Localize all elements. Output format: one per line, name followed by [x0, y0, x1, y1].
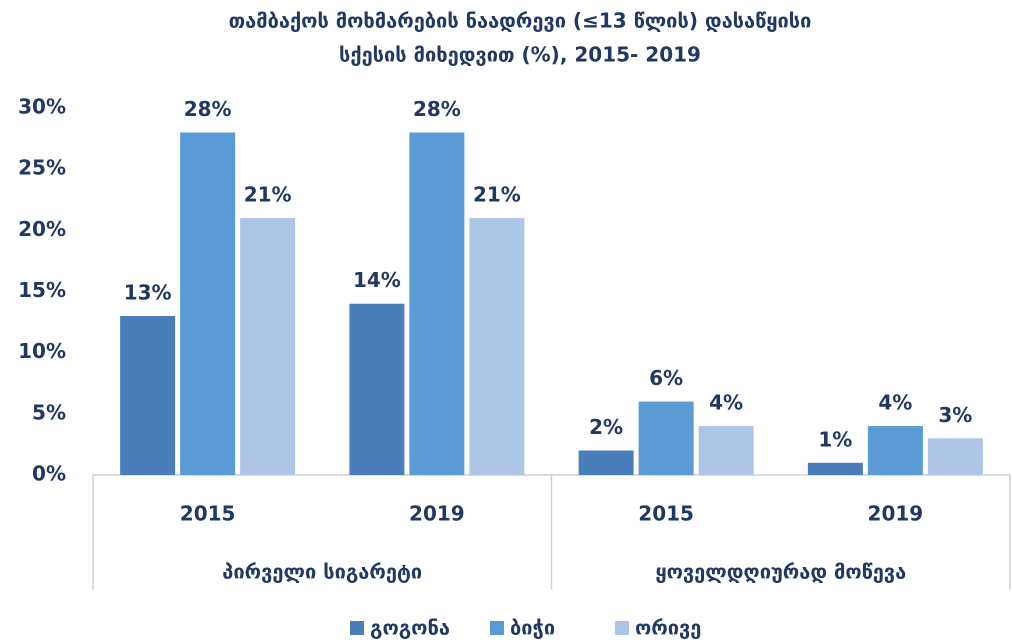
y-tick-label: 5% [32, 400, 66, 424]
x-tick-label: 2015 [638, 502, 694, 526]
y-tick-label: 25% [18, 156, 66, 180]
bar [807, 462, 863, 475]
data-label: 13% [124, 280, 172, 304]
legend-label: ბიჭი [510, 616, 555, 640]
legend-swatch [350, 621, 364, 635]
y-tick-label: 10% [18, 339, 66, 363]
chart-title: თამბაქოს მოხმარების ნაადრევი (≤13 წლის) … [229, 9, 812, 33]
x-tick-label: 2019 [409, 502, 465, 526]
bar [698, 426, 754, 475]
data-label: 21% [244, 183, 292, 207]
group-label: პირველი სიგარეტი [222, 560, 422, 584]
y-tick-label: 20% [18, 217, 66, 241]
legend-swatch [490, 621, 504, 635]
bar [867, 426, 923, 475]
bar [927, 438, 983, 475]
group-label: ყოველდღიურად მოწევა [655, 560, 906, 584]
data-label: 4% [709, 391, 743, 415]
data-label: 6% [649, 366, 683, 390]
y-tick-label: 0% [32, 462, 66, 486]
data-label: 21% [473, 183, 521, 207]
bar [180, 132, 236, 475]
chart-title: სქესის მიხედვით (%), 2015- 2019 [339, 43, 701, 67]
data-label: 1% [818, 427, 852, 451]
bar [638, 401, 694, 475]
legend-label: ორივე [635, 616, 701, 640]
data-label: 4% [878, 391, 912, 415]
bar [240, 218, 296, 475]
bar [349, 303, 405, 475]
data-label: 3% [938, 403, 972, 427]
bar [578, 450, 634, 475]
y-tick-label: 15% [18, 278, 66, 302]
data-label: 28% [413, 97, 461, 121]
bar [120, 315, 176, 475]
y-tick-label: 30% [18, 95, 66, 119]
data-label: 2% [589, 415, 623, 439]
legend-swatch [615, 621, 629, 635]
x-tick-label: 2019 [868, 502, 924, 526]
legend-label: გოგონა [370, 616, 450, 640]
data-label: 14% [353, 268, 401, 292]
x-tick-label: 2015 [180, 502, 236, 526]
bar [469, 218, 525, 475]
data-label: 28% [184, 97, 232, 121]
bar [409, 132, 465, 475]
